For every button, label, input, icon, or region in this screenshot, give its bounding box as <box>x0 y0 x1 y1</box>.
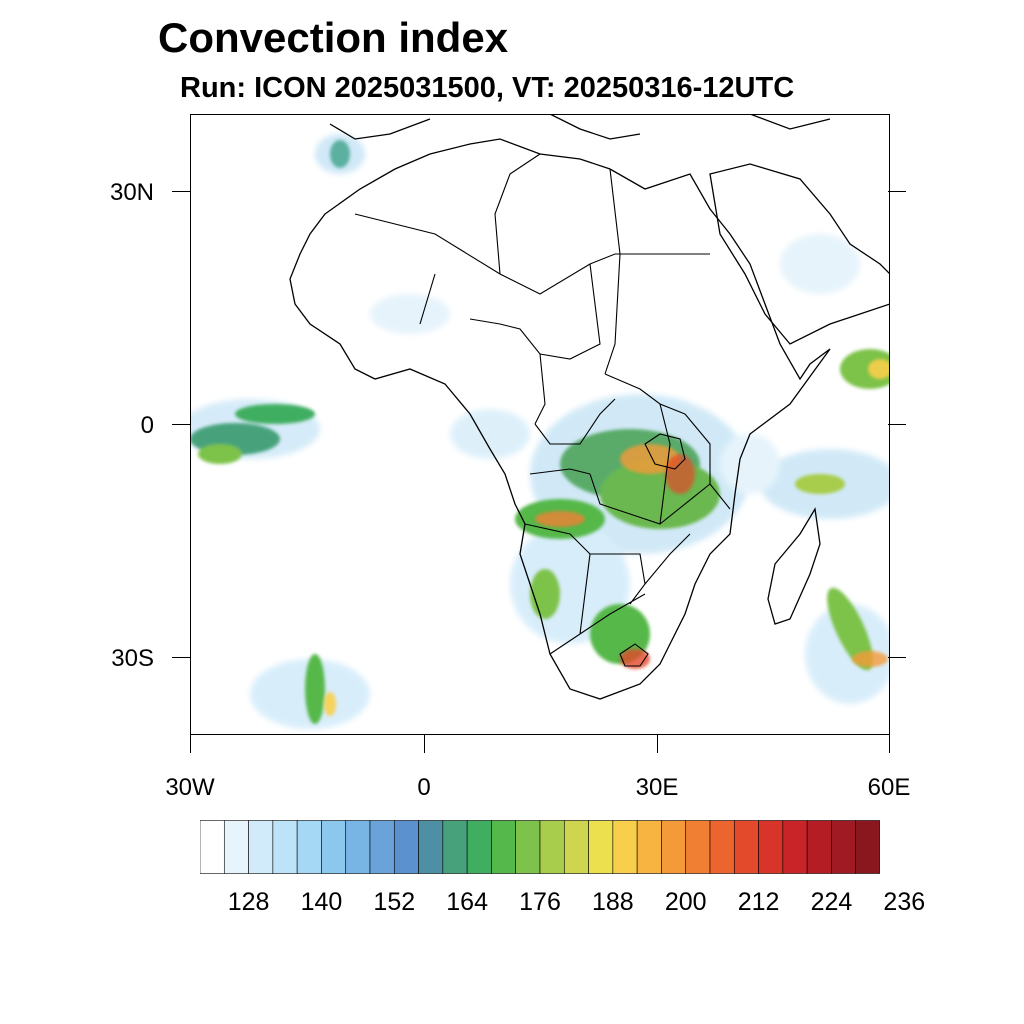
lat-tick <box>172 424 190 425</box>
colorbar-box <box>321 820 347 874</box>
colorbar-label: 188 <box>591 888 634 916</box>
colorbar-box <box>636 820 662 874</box>
colorbar-box <box>200 820 225 874</box>
colorbar-box <box>515 820 541 874</box>
lat-tick <box>888 424 906 425</box>
colorbar-box <box>709 820 735 874</box>
lon-label-30e: 30E <box>635 774 679 801</box>
map-area[interactable] <box>190 114 890 735</box>
colorbar-box <box>661 820 687 874</box>
colorbar-box <box>612 820 638 874</box>
colorbar-label: 224 <box>810 888 853 916</box>
lon-tick <box>657 735 658 753</box>
lat-label-30n: 30N <box>109 179 154 206</box>
coastlines <box>289 114 890 700</box>
lon-tick <box>190 735 191 753</box>
colorbar-box <box>369 820 395 874</box>
colorbar-label: 236 <box>883 888 926 916</box>
lon-tick <box>424 735 425 753</box>
colorbar-box <box>782 820 808 874</box>
colorbar-box <box>855 820 880 874</box>
lon-label-0: 0 <box>417 774 431 801</box>
colorbar-box <box>491 820 517 874</box>
colorbar-box <box>685 820 711 874</box>
lat-tick <box>172 191 190 192</box>
lat-tick <box>888 191 906 192</box>
lat-label-30s: 30S <box>111 645 154 672</box>
map-svg <box>190 114 890 729</box>
lon-label-60e: 60E <box>867 774 911 801</box>
colorbar-box <box>223 820 249 874</box>
colorbar-box <box>345 820 371 874</box>
country-borders <box>354 153 731 667</box>
colorbar-box <box>393 820 419 874</box>
lat-tick <box>172 657 190 658</box>
colorbar-box <box>296 820 322 874</box>
chart-title: Convection index <box>158 14 509 61</box>
colorbar-box <box>831 820 857 874</box>
colorbar-label: 152 <box>373 888 416 916</box>
lat-label-0: 0 <box>140 412 154 439</box>
lat-tick <box>888 657 906 658</box>
colorbar-label: 140 <box>300 888 343 916</box>
colorbar-box <box>418 820 444 874</box>
lon-tick <box>889 735 890 753</box>
colorbar-label: 164 <box>446 888 488 916</box>
colorbar <box>200 820 880 874</box>
colorbar-box <box>272 820 298 874</box>
colorbar-box <box>733 820 759 874</box>
colorbar-label: 200 <box>664 888 707 916</box>
colorbar-box <box>442 820 468 874</box>
colorbar-label: 128 <box>227 888 270 916</box>
chart-subtitle: Run: ICON 2025031500, VT: 20250316-12UTC <box>180 72 795 104</box>
colorbar-box <box>806 820 832 874</box>
colorbar-box <box>588 820 614 874</box>
colorbar-box <box>248 820 274 874</box>
colorbar-label: 212 <box>737 888 780 916</box>
colorbar-box <box>466 820 492 874</box>
colorbar-box <box>539 820 565 874</box>
colorbar-box <box>563 820 589 874</box>
colorbar-label: 176 <box>519 888 561 916</box>
lon-label-30w: 30W <box>165 774 215 801</box>
colorbar-box <box>758 820 784 874</box>
